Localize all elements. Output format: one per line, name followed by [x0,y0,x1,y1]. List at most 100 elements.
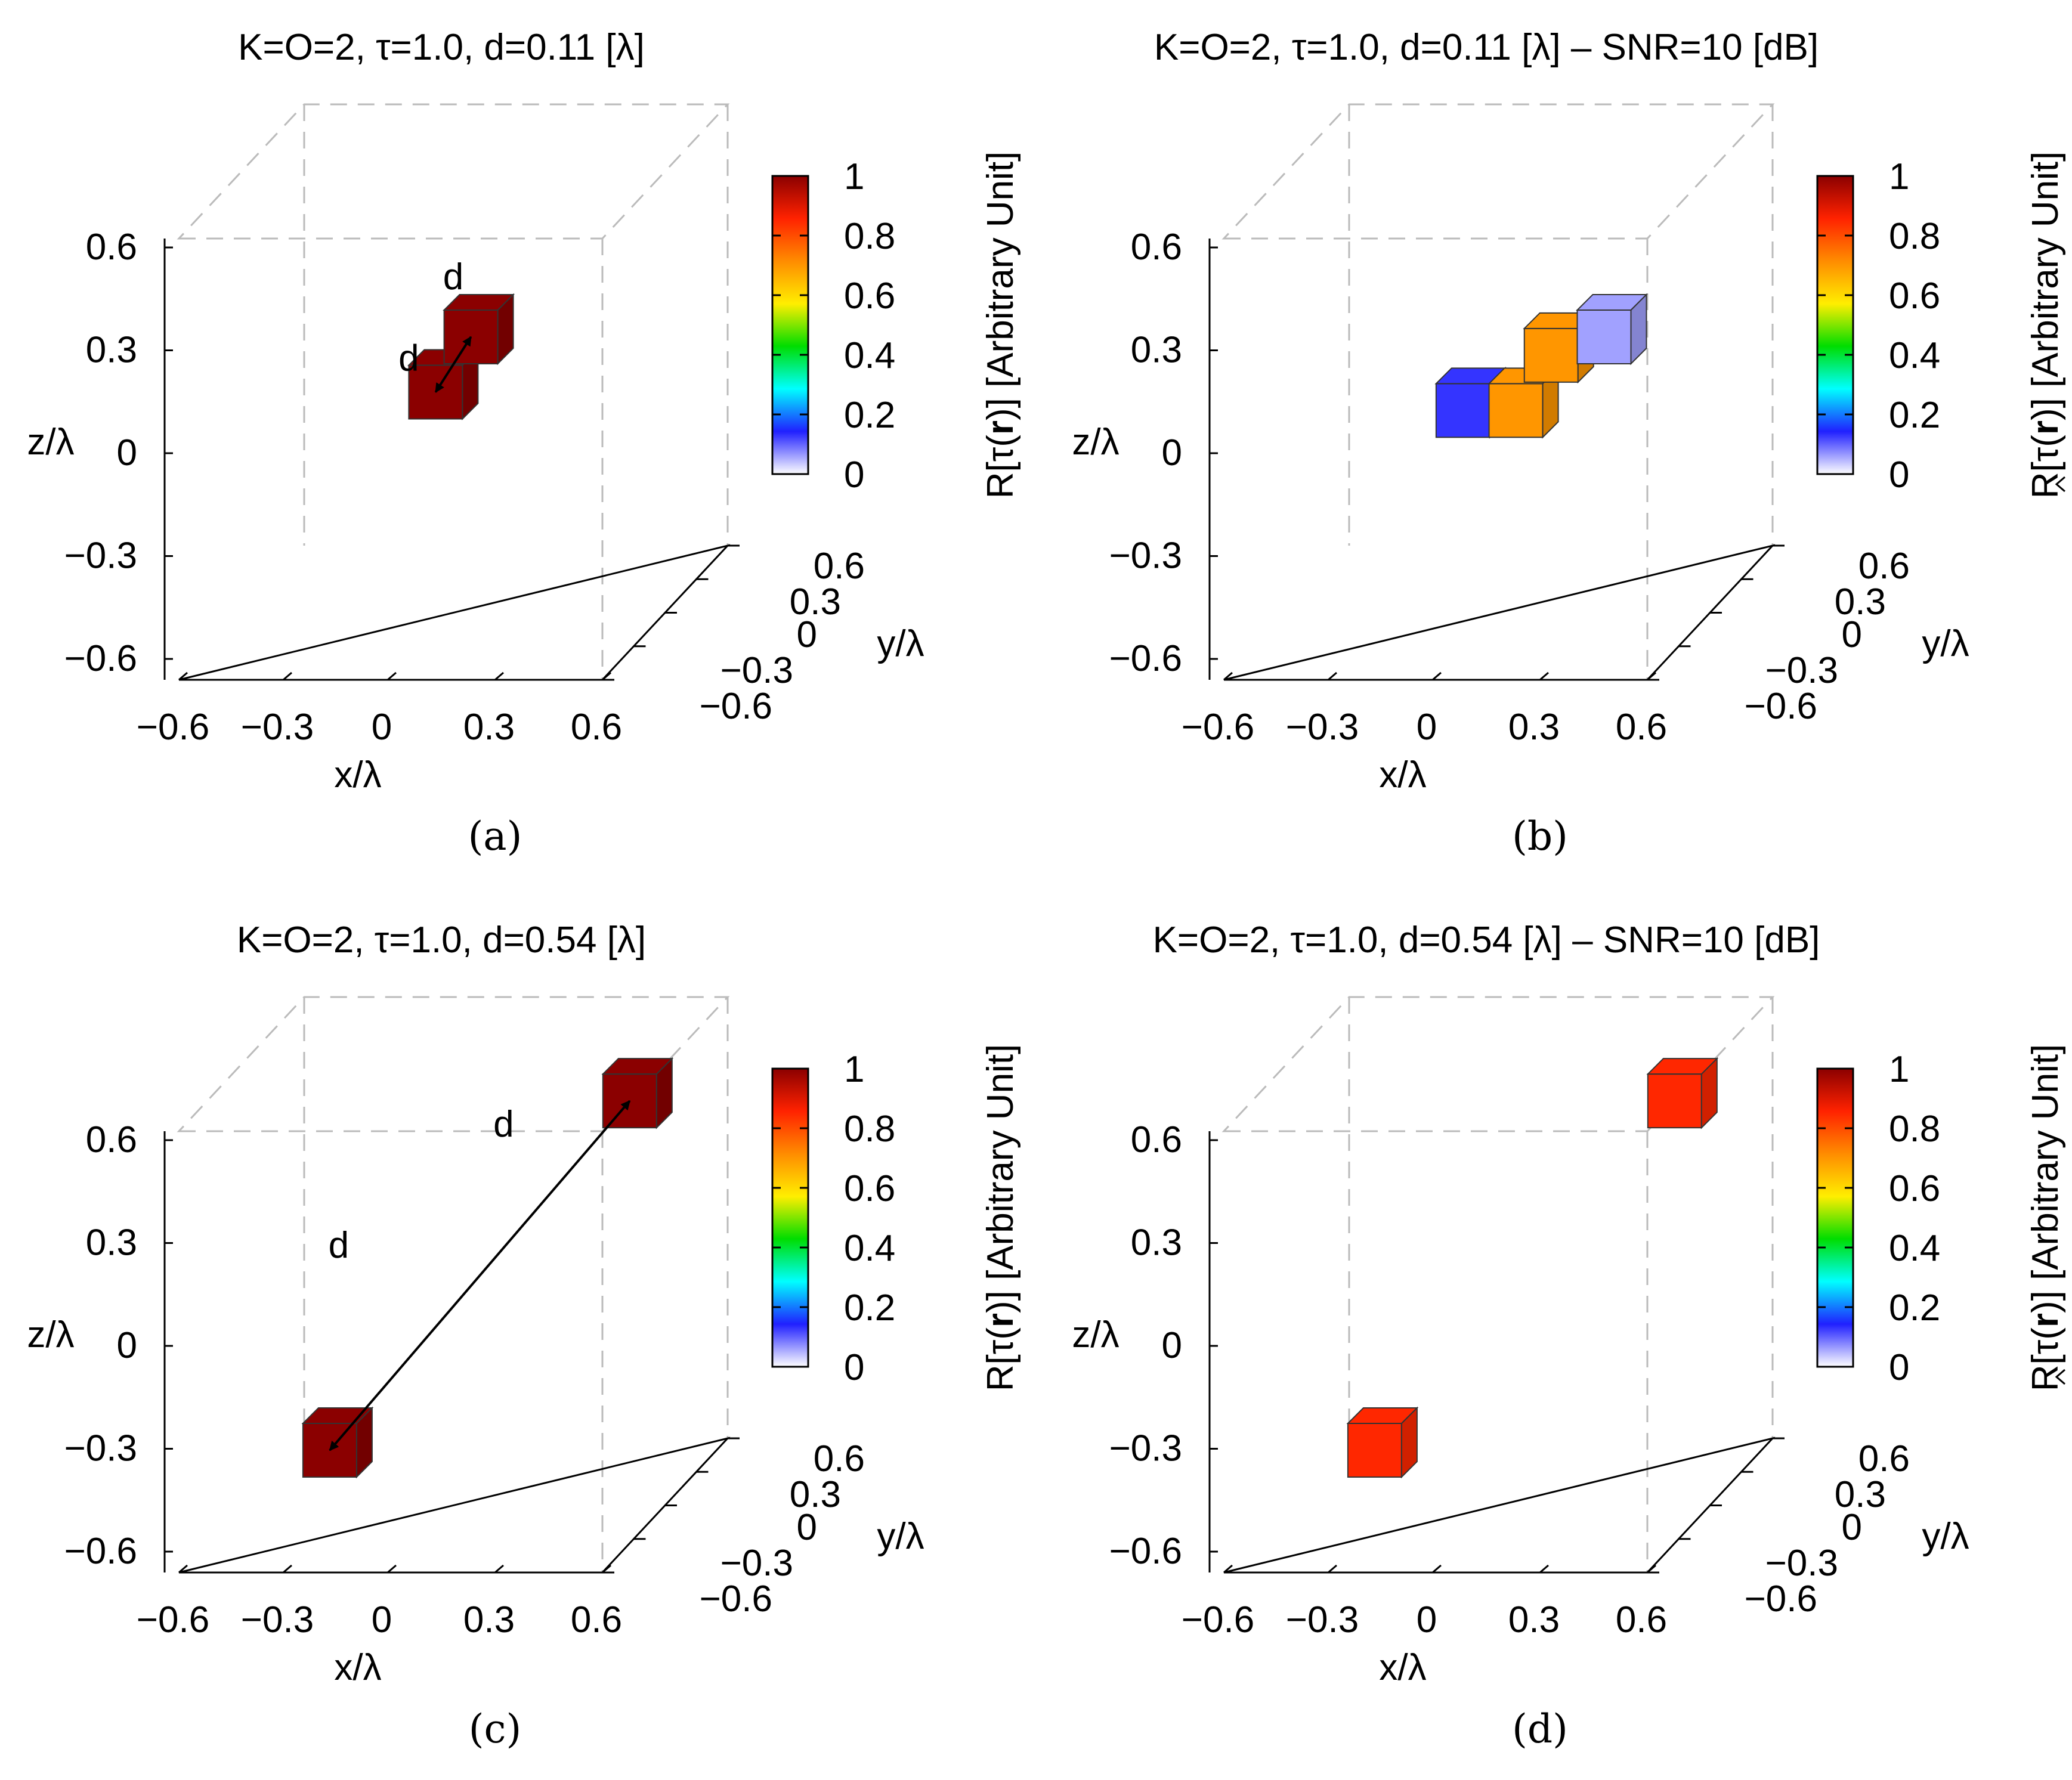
colorbar-tick-label: 0 [844,1347,864,1388]
colorbar-tick-label: 0.8 [1889,1109,1940,1150]
x-tick-label: 0.6 [1616,1599,1667,1640]
colorbar-tick-label: 0.2 [844,1287,895,1329]
z-tick-label: 0.3 [86,330,137,371]
x-tick-mark [178,671,188,681]
distance-arrow [452,336,472,366]
z-axis-label: z/λ [27,422,74,463]
y-tick-label: 0.3 [790,1474,841,1515]
x-tick-label: 0.6 [571,1599,622,1640]
z-tick-label: 0.3 [86,1222,137,1264]
colorbar-tick-label: 0.2 [844,395,895,436]
voxel-side-face [1630,293,1647,366]
colorbar-tick-label: 0.8 [844,216,895,257]
x-tick-label: 0.3 [1508,1599,1560,1640]
x-tick-label: 0 [1417,1599,1437,1640]
x-tick-mark [1647,1564,1656,1574]
colorbar-label: R[τ(r)] [Arbitrary Unit] [980,1044,1021,1392]
y-tick-label: −0.3 [720,1543,793,1584]
distance-label: d [329,1225,349,1266]
x-tick-mark [1539,671,1549,681]
y-axis-label: y/λ [877,1516,924,1557]
y-tick-label: 0 [797,1507,817,1548]
colorbar-tick-label: 0.4 [1889,1228,1940,1269]
y-tick-label: −0.6 [1745,686,1817,727]
distance-label: d [493,1104,514,1145]
distance-label: d [398,338,419,379]
colorbar-label: R[τ(r)] [Arbitrary Unit] [980,151,1021,499]
colorbar-tick-label: 0.8 [1889,216,1940,257]
y-tick-label: −0.3 [1765,650,1838,691]
hat-icon [2055,1369,2065,1385]
chart-title: K=O=2, τ=1.0, d=0.11 [λ] – SNR=10 [dB] [1154,27,1819,68]
z-tick-label: 0.6 [1131,1119,1182,1160]
distance-arrow [478,1100,631,1277]
panel-b: K=O=2, τ=1.0, d=0.11 [λ] – SNR=10 [dB] −0… [1072,27,2066,859]
voxel-front-face [1647,1073,1702,1129]
z-tick-label: −0.3 [64,1428,137,1469]
x-tick-mark [387,671,397,681]
y-tick-label: −0.3 [1765,1543,1838,1584]
panel-d: K=O=2, τ=1.0, d=0.54 [λ] – SNR=10 [dB] −0… [1072,920,2066,1752]
z-tick-label: 0 [117,432,137,473]
x-tick-mark [602,1564,611,1574]
x-tick-mark [1432,1564,1442,1574]
colorbar-label-part: r [2025,1313,2066,1327]
distance-arrow [329,1274,481,1451]
colorbar [1816,1067,1854,1368]
voxel [1346,1406,1419,1479]
y-tick-label: 0.6 [814,546,865,587]
z-tick-label: 0.6 [86,1119,137,1160]
distance-arrow [434,364,454,393]
y-axis-label: y/λ [1922,623,1969,664]
colorbar-label: R[τ(r)] [Arbitrary Unit] [2025,1044,2066,1392]
z-tick-label: −0.6 [64,638,137,679]
colorbar-tick-label: 0.4 [844,1228,895,1269]
y-tick-label: 0.3 [1835,581,1886,623]
colorbar-label-part: r [2025,420,2066,435]
x-tick-label: −0.6 [137,1599,209,1640]
voxel-side-face [497,293,514,366]
x-tick-mark [602,671,611,681]
colorbar-tick-label: 0 [844,454,864,496]
colorbar-tick-label: 0.6 [1889,275,1940,317]
x-axis-label: x/λ [334,754,381,795]
voxel-front-face [302,1423,357,1478]
colorbar-label-part: R[τ( [2025,1327,2066,1391]
colorbar-tick-label: 0.8 [844,1109,895,1150]
y-tick-label: 0 [1842,1507,1862,1548]
panel-label: (c) [469,1706,521,1752]
panel-a: K=O=2, τ=1.0, d=0.11 [λ]−0.6 −0.3 0 0.3 0.6x… [27,27,1021,859]
voxel-side-face [655,1057,673,1129]
x-tick-mark [494,671,504,681]
colorbar-tick-label: 0.6 [1889,1168,1940,1209]
voxel [1646,1057,1719,1129]
y-tick-label: −0.6 [1745,1578,1817,1620]
x-tick-mark [283,671,292,681]
panel-label: (a) [468,813,522,859]
x-tick-label: −0.6 [1182,707,1254,748]
colorbar-tick-label: 0.2 [1889,1287,1940,1329]
y-tick-label: 0.3 [1835,1474,1886,1515]
colorbar-tick-label: 0 [1889,1347,1909,1388]
x-tick-mark [178,1564,188,1574]
colorbar-tick-label: 0 [1889,454,1909,496]
z-axis-label: z/λ [1072,422,1119,463]
x-axis-label: x/λ [334,1647,381,1688]
voxel-front-face [1523,327,1579,383]
z-tick-label: 0.3 [1131,330,1182,371]
x-tick-mark [1328,671,1337,681]
colorbar-label-part: )] [Arbitrary Unit] [980,1044,1021,1313]
z-axis-label: z/λ [1072,1314,1119,1355]
colorbar [771,175,809,475]
z-tick-label: 0.6 [1131,227,1182,268]
x-tick-label: 0.3 [1508,707,1560,748]
x-axis-label: x/λ [1379,1647,1426,1688]
colorbar [1816,175,1854,475]
y-tick-label: 0.3 [790,581,841,623]
colorbar-tick-label: 1 [844,156,864,197]
panel-label: (d) [1512,1706,1568,1752]
x-tick-label: 0.6 [1616,707,1667,748]
voxel-side-face [1700,1057,1718,1129]
colorbar-tick-label: 0.2 [1889,395,1940,436]
